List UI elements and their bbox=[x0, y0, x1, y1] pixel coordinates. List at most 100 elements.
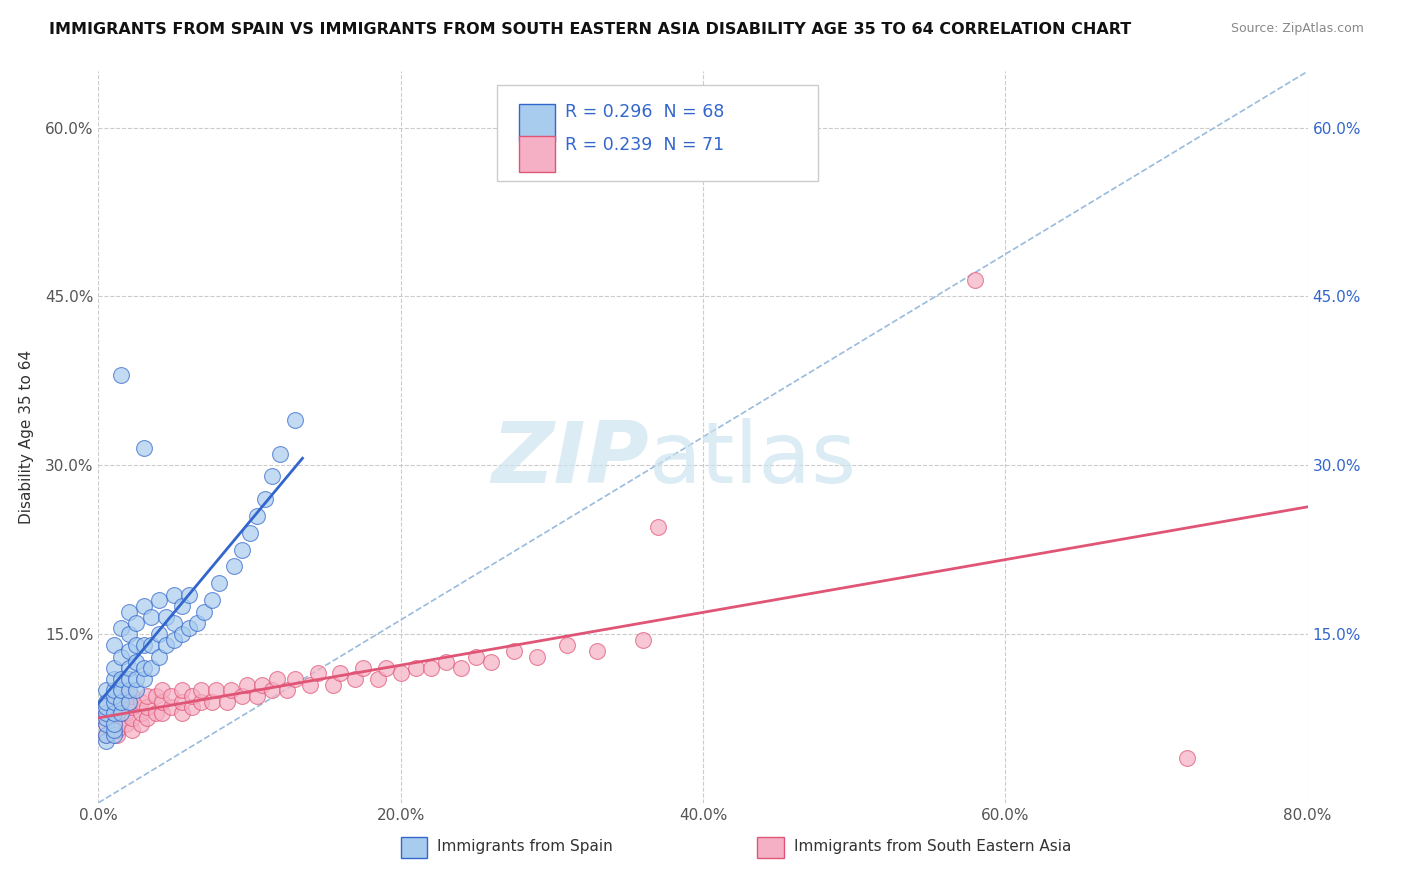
Point bbox=[374, 661, 396, 675]
Point bbox=[221, 683, 243, 698]
Point bbox=[132, 599, 155, 613]
Point bbox=[163, 632, 186, 647]
Point bbox=[367, 672, 389, 686]
Point bbox=[239, 525, 262, 540]
Point bbox=[405, 661, 427, 675]
Point bbox=[481, 655, 503, 669]
Y-axis label: Disability Age 35 to 64: Disability Age 35 to 64 bbox=[18, 350, 34, 524]
Point bbox=[94, 706, 117, 720]
Point bbox=[94, 683, 117, 698]
Point bbox=[160, 700, 183, 714]
Point bbox=[1175, 751, 1198, 765]
Point bbox=[299, 678, 322, 692]
Point bbox=[246, 689, 269, 703]
Point bbox=[150, 683, 173, 698]
Point bbox=[110, 621, 132, 635]
Point bbox=[103, 717, 125, 731]
FancyBboxPatch shape bbox=[758, 838, 785, 858]
FancyBboxPatch shape bbox=[498, 85, 818, 181]
Point bbox=[103, 661, 125, 675]
Point bbox=[125, 683, 148, 698]
Point bbox=[262, 469, 284, 483]
Point bbox=[465, 649, 488, 664]
Point bbox=[205, 683, 228, 698]
Point bbox=[141, 610, 163, 624]
Point bbox=[141, 638, 163, 652]
Point bbox=[231, 542, 253, 557]
Point bbox=[110, 672, 132, 686]
Point bbox=[253, 491, 276, 506]
Point bbox=[103, 683, 125, 698]
Point bbox=[276, 683, 298, 698]
Point bbox=[160, 689, 183, 703]
Point bbox=[105, 728, 128, 742]
Point bbox=[201, 593, 224, 607]
Point bbox=[103, 672, 125, 686]
Point bbox=[121, 700, 143, 714]
Point bbox=[110, 683, 132, 698]
Point bbox=[132, 672, 155, 686]
Point bbox=[250, 678, 273, 692]
Point bbox=[110, 694, 132, 708]
Point bbox=[420, 661, 443, 675]
Point bbox=[125, 655, 148, 669]
Point bbox=[94, 734, 117, 748]
Point bbox=[114, 717, 136, 731]
Point bbox=[118, 694, 141, 708]
FancyBboxPatch shape bbox=[519, 136, 555, 172]
Point bbox=[103, 694, 125, 708]
Text: R = 0.239  N = 71: R = 0.239 N = 71 bbox=[565, 136, 724, 153]
Point bbox=[110, 368, 132, 383]
Point bbox=[224, 559, 246, 574]
Point bbox=[631, 632, 654, 647]
Point bbox=[190, 683, 212, 698]
Point bbox=[503, 644, 526, 658]
Point bbox=[145, 689, 167, 703]
Point bbox=[344, 672, 367, 686]
Point bbox=[132, 442, 155, 456]
Point bbox=[389, 666, 412, 681]
Point bbox=[181, 689, 204, 703]
Point bbox=[170, 627, 193, 641]
Point bbox=[110, 706, 132, 720]
Point bbox=[163, 615, 186, 630]
Point bbox=[179, 621, 201, 635]
Point bbox=[148, 649, 170, 664]
Point bbox=[555, 638, 578, 652]
Point bbox=[150, 694, 173, 708]
Point bbox=[110, 649, 132, 664]
Point bbox=[450, 661, 472, 675]
Point bbox=[215, 694, 238, 708]
Point bbox=[170, 683, 193, 698]
Point bbox=[132, 661, 155, 675]
Point bbox=[118, 661, 141, 675]
Point bbox=[118, 683, 141, 698]
Text: Immigrants from Spain: Immigrants from Spain bbox=[437, 839, 613, 855]
Point bbox=[118, 644, 141, 658]
Point bbox=[129, 706, 152, 720]
Text: Immigrants from South Eastern Asia: Immigrants from South Eastern Asia bbox=[793, 839, 1071, 855]
Point bbox=[105, 694, 128, 708]
Point bbox=[121, 711, 143, 725]
Text: atlas: atlas bbox=[648, 417, 856, 500]
Point bbox=[190, 694, 212, 708]
Point bbox=[181, 700, 204, 714]
Point bbox=[94, 694, 117, 708]
Point bbox=[231, 689, 253, 703]
Point bbox=[526, 649, 548, 664]
Point bbox=[246, 508, 269, 523]
Point bbox=[965, 272, 987, 286]
FancyBboxPatch shape bbox=[519, 104, 555, 141]
Point bbox=[170, 599, 193, 613]
Point bbox=[201, 694, 224, 708]
Point bbox=[284, 413, 307, 427]
Text: Source: ZipAtlas.com: Source: ZipAtlas.com bbox=[1230, 22, 1364, 36]
Point bbox=[118, 627, 141, 641]
Point bbox=[118, 605, 141, 619]
Point bbox=[208, 576, 231, 591]
Point bbox=[352, 661, 374, 675]
Point bbox=[135, 689, 157, 703]
Point bbox=[103, 706, 125, 720]
Point bbox=[114, 689, 136, 703]
Point bbox=[262, 683, 284, 698]
